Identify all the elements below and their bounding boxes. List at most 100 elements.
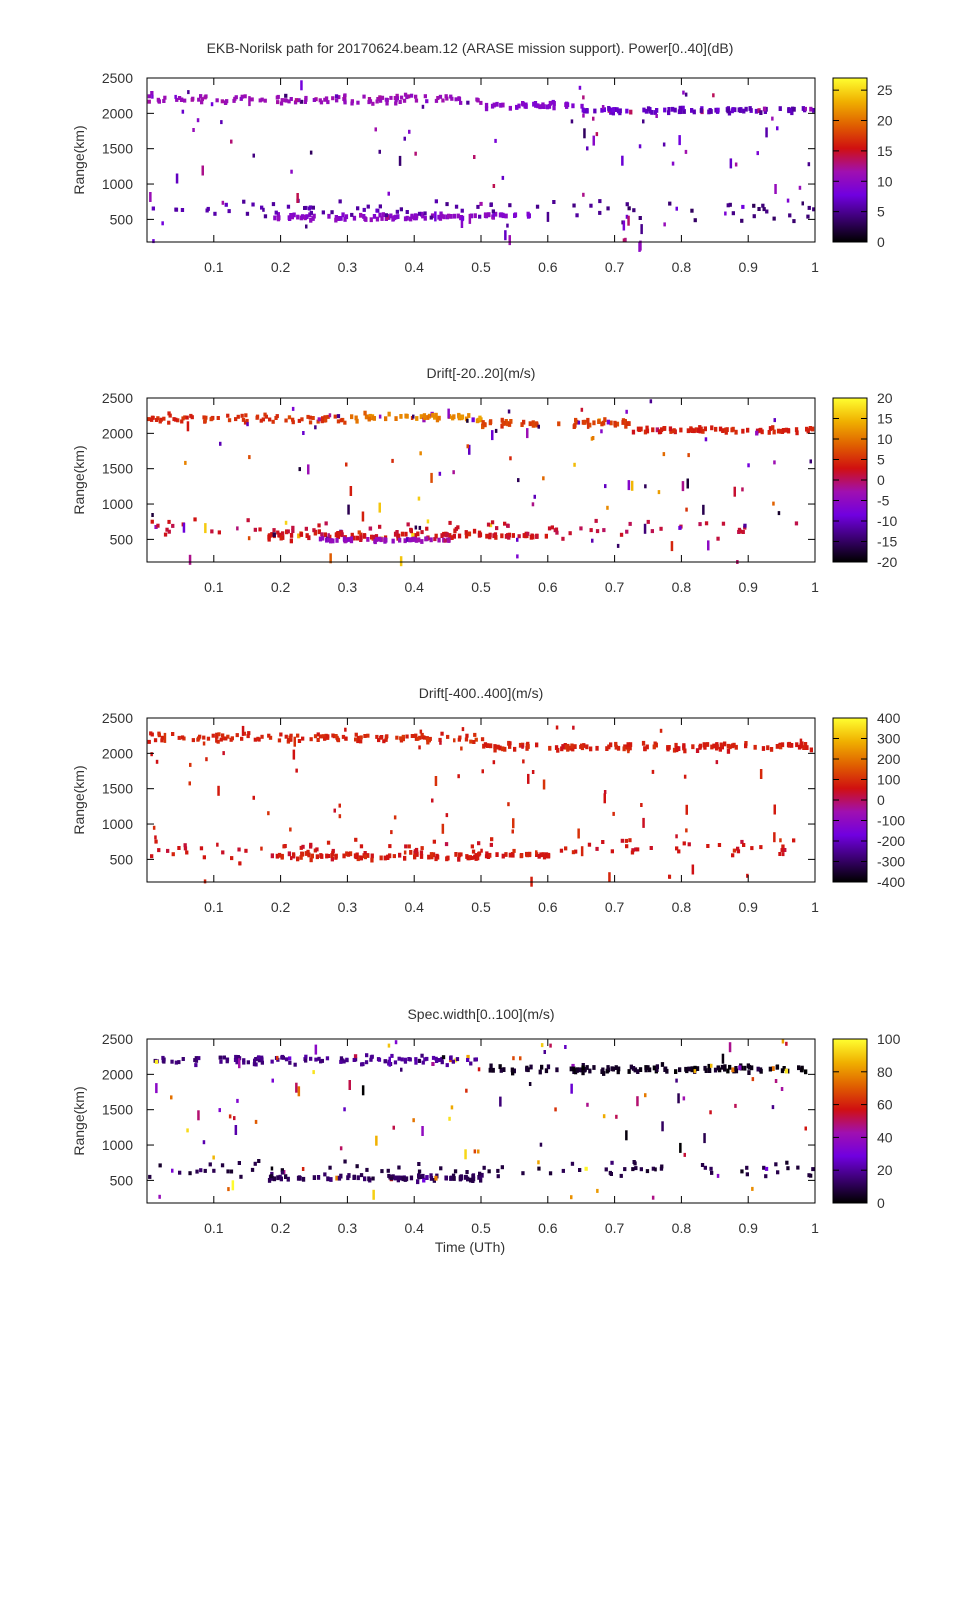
heatmap-cell	[655, 114, 658, 118]
heatmap-cell	[578, 1168, 582, 1172]
heatmap-cell	[459, 100, 463, 105]
heatmap-cell	[280, 1168, 284, 1173]
heatmap-cell	[588, 422, 592, 428]
heatmap-cell	[363, 1176, 367, 1182]
x-tick-label: 0.7	[605, 259, 625, 275]
colorbar-tick-label: 80	[877, 1064, 893, 1080]
heatmap-cell	[723, 741, 727, 747]
panel-title: Drift[-400..400](m/s)	[419, 685, 543, 701]
heatmap-cell	[476, 204, 480, 209]
heatmap-cell	[561, 536, 565, 541]
heatmap-cell	[407, 94, 411, 99]
heatmap-cell	[663, 222, 666, 227]
heatmap-cell	[424, 536, 428, 542]
heatmap-cell	[556, 747, 560, 753]
heatmap-cell	[606, 1065, 610, 1070]
colorbar-tick-label: 25	[877, 82, 893, 98]
heatmap-cell	[652, 1065, 656, 1071]
heatmap-cell	[757, 207, 761, 211]
heatmap-cell	[417, 496, 421, 501]
heatmap-cell	[326, 537, 330, 543]
heatmap-cell	[737, 527, 742, 532]
heatmap-cell	[162, 416, 166, 421]
heatmap-cell	[644, 1067, 648, 1073]
heatmap-cell	[329, 553, 332, 564]
heatmap-cell	[331, 733, 335, 738]
heatmap-cell	[246, 734, 250, 739]
heatmap-cell	[690, 108, 694, 113]
heatmap-cell	[614, 1065, 618, 1070]
heatmap-cell	[202, 855, 206, 860]
heatmap-cell	[334, 94, 339, 99]
heatmap-cell	[625, 409, 628, 414]
heatmap-cell	[523, 533, 527, 539]
heatmap-cell	[768, 1066, 772, 1072]
heatmap-cell	[290, 214, 294, 220]
heatmap-cell	[636, 1096, 639, 1107]
colorbar-tick-label: 100	[877, 1031, 901, 1047]
colorbar-tick-label: 0	[877, 792, 885, 808]
heatmap-cell	[222, 736, 226, 741]
heatmap-cell	[498, 1064, 502, 1069]
heatmap-cell	[335, 98, 339, 103]
heatmap-cell	[580, 745, 585, 751]
heatmap-cell	[352, 1175, 356, 1180]
heatmap-cell	[580, 103, 584, 109]
heatmap-cell	[764, 1174, 768, 1179]
heatmap-cell	[471, 849, 476, 854]
heatmap-cell	[582, 113, 585, 118]
heatmap-cell	[522, 759, 525, 764]
y-axis-label: Range(km)	[71, 765, 87, 834]
heatmap-cell	[288, 1056, 292, 1061]
heatmap-cell	[403, 92, 408, 97]
heatmap-cell	[478, 532, 483, 538]
heatmap-cell	[339, 418, 343, 423]
heatmap-cell	[698, 522, 702, 527]
heatmap-cell	[720, 1064, 724, 1070]
heatmap-cell	[623, 1167, 627, 1172]
heatmap-cell	[763, 109, 767, 114]
colorbar-tick-label: 200	[877, 751, 901, 767]
heatmap-cell	[632, 1160, 636, 1164]
heatmap-cell	[685, 828, 688, 833]
heatmap-cell	[316, 732, 320, 737]
heatmap-cell	[151, 94, 154, 99]
heatmap-cell	[785, 1041, 788, 1046]
heatmap-cell	[616, 1069, 620, 1075]
heatmap-cell	[354, 737, 358, 742]
heatmap-cell	[370, 1054, 374, 1059]
heatmap-cell	[480, 737, 485, 742]
heatmap-cell	[434, 776, 438, 786]
heatmap-cell	[724, 427, 728, 433]
heatmap-cell	[270, 1176, 274, 1181]
heatmap-cell	[437, 537, 441, 543]
heatmap-cell	[505, 533, 510, 538]
heatmap-cell	[450, 535, 454, 540]
heatmap-cell	[584, 1166, 588, 1171]
heatmap-cell	[679, 1142, 682, 1153]
heatmap-cell	[616, 543, 620, 548]
heatmap-cell	[311, 416, 315, 420]
heatmap-cell	[589, 528, 593, 533]
heatmap-cell	[535, 850, 538, 855]
heatmap-cell	[323, 97, 327, 102]
heatmap-cell	[197, 97, 201, 102]
heatmap-cell	[297, 98, 301, 103]
heatmap-cell	[434, 211, 437, 222]
heatmap-cell	[280, 1054, 285, 1059]
heatmap-cell	[774, 1162, 778, 1167]
heatmap-cell	[290, 169, 293, 174]
heatmap-cell	[617, 1066, 621, 1072]
heatmap-cell	[312, 528, 316, 533]
heatmap-cell	[486, 522, 491, 527]
heatmap-cell	[336, 216, 340, 221]
heatmap-cell	[309, 844, 313, 849]
heatmap-cell	[327, 213, 331, 219]
heatmap-cell	[429, 537, 433, 543]
heatmap-cell	[780, 1068, 785, 1074]
heatmap-cell	[692, 428, 696, 434]
heatmap-cell	[550, 525, 554, 530]
heatmap-cell	[626, 742, 630, 747]
heatmap-cell	[391, 458, 394, 463]
